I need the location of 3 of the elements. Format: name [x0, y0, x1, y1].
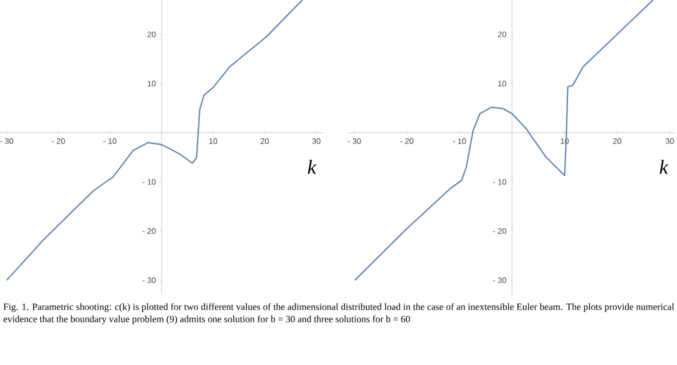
x-axis-title: k — [660, 160, 668, 174]
caption: Fig. 1. Parametric shooting: c(k) is plotted for two different values of the adimensional distributed load in the case of an inextensible Euler beam. The plots provide numerical evidence that the boundary value problem (9) admits one solution for b = 30 and three solutions for b = 60 — [3, 303, 674, 324]
x-axis-title: k — [308, 160, 316, 174]
